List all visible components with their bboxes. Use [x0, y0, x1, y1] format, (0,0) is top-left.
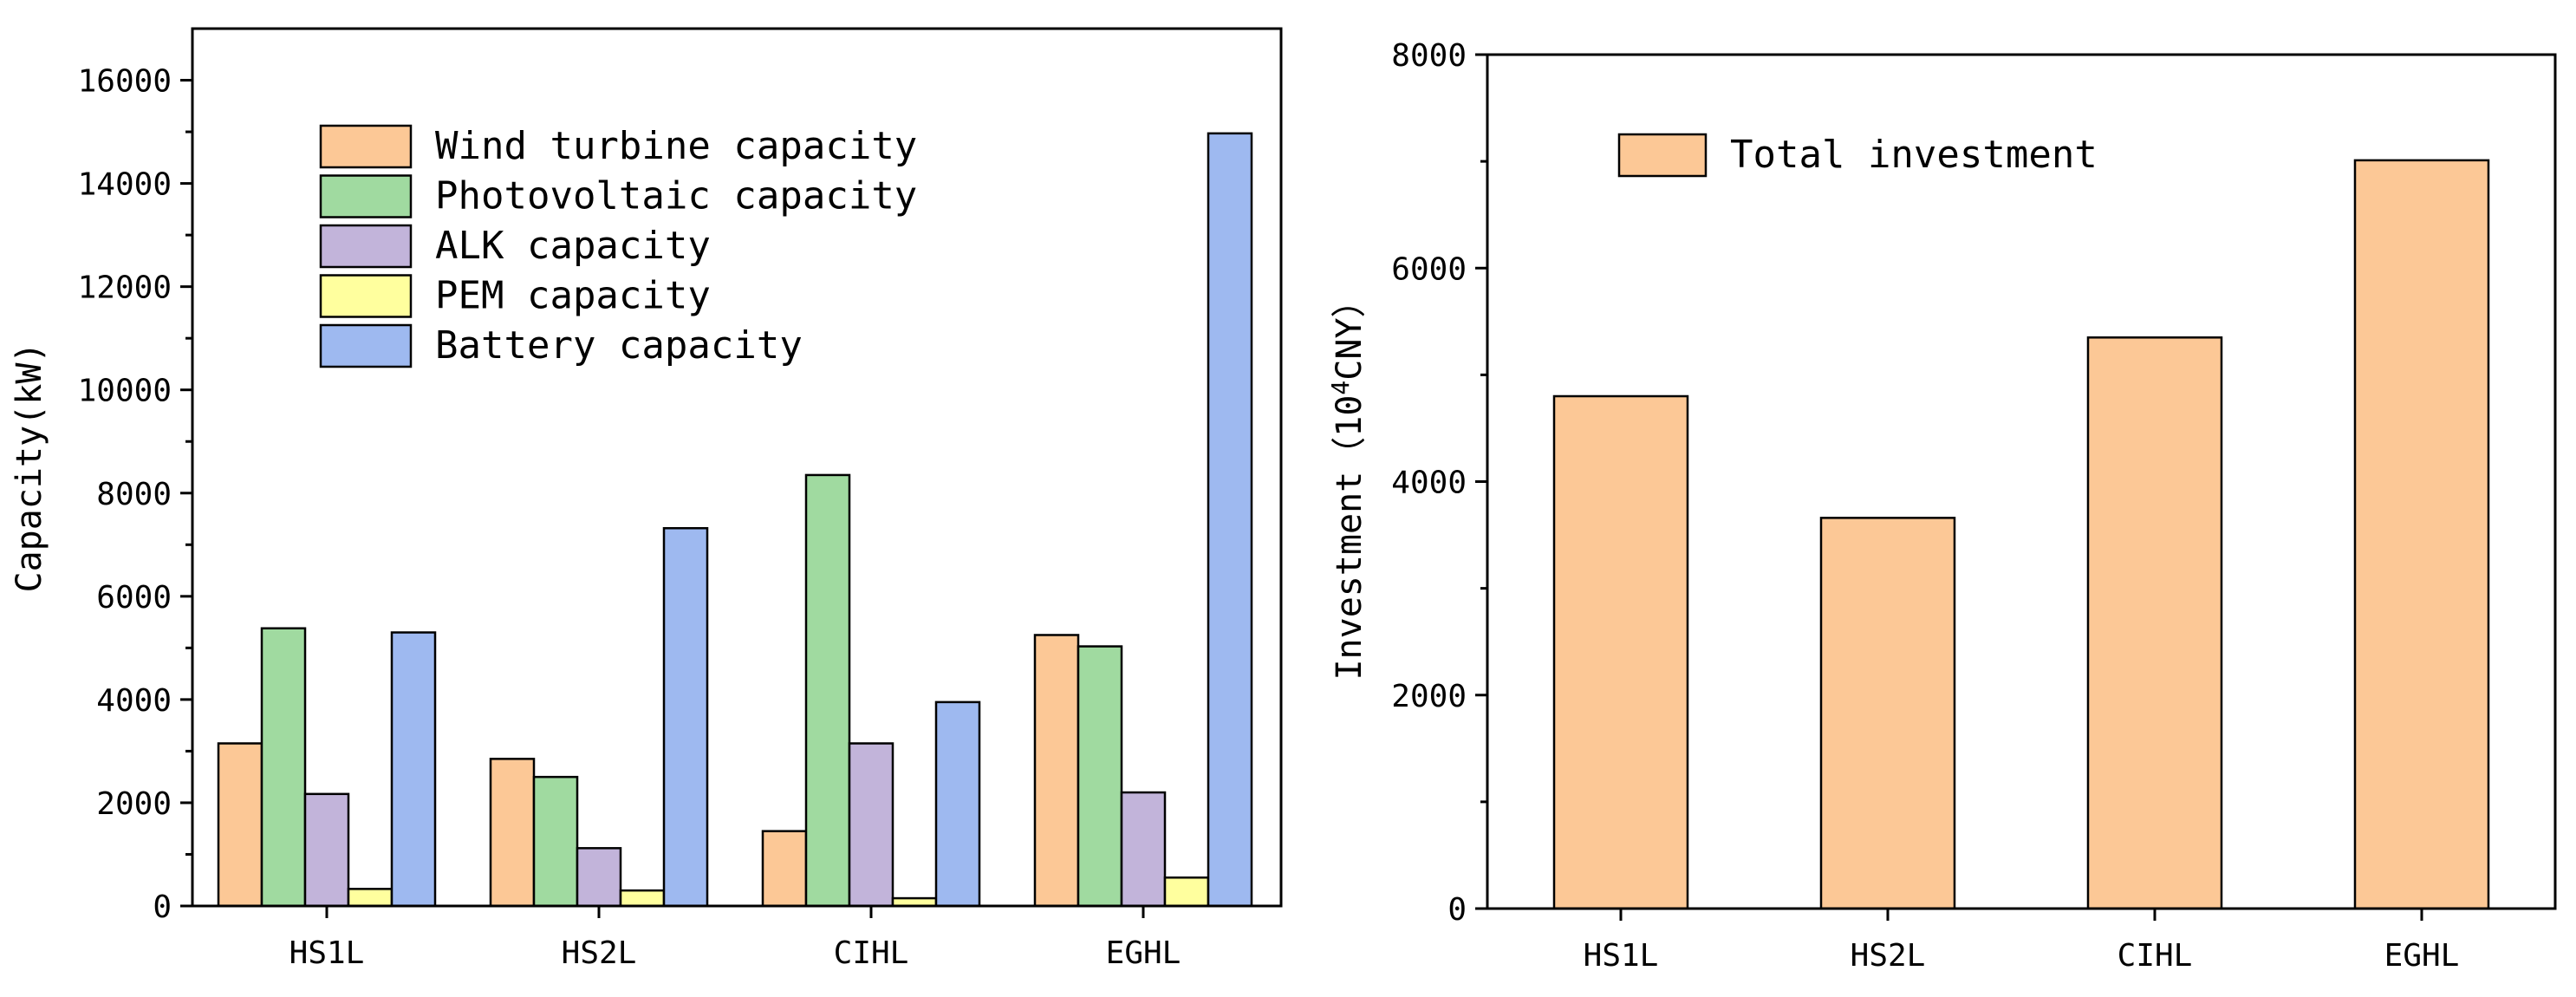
bar-hs1l-2 — [260, 627, 307, 908]
x-tick-label: EGHL — [1106, 935, 1181, 971]
x-tick-label: HS2L — [562, 935, 637, 971]
bar-eghl-4 — [1163, 876, 1210, 908]
y-axis-title: Investment（104CNY） — [1326, 283, 1369, 680]
y-tick-label: 2000 — [96, 786, 172, 822]
bar-eghl-3 — [1120, 791, 1167, 908]
y-tick-label: 12000 — [78, 270, 172, 306]
bar-hs1l-1 — [1552, 394, 1689, 910]
bar-hs1l-1 — [217, 742, 263, 908]
y-axis-title-main: Investment（10 — [1330, 395, 1369, 681]
investment-chart: HS1L HS2L CIHL EGHL 0 2000 4000 6000 8000 Investm… — [1326, 38, 2557, 974]
y-axis-title: Capacity(kW) — [10, 342, 49, 593]
y-axis-title-unit: CNY） — [1330, 283, 1369, 380]
bar-eghl-1 — [2353, 159, 2490, 910]
bar-cihl-1 — [761, 830, 808, 908]
x-tick-label: CIHL — [834, 935, 909, 971]
bar-eghl-5 — [1207, 132, 1253, 908]
y-tick-label: 6000 — [1391, 251, 1467, 287]
y-tick-label: 6000 — [96, 580, 172, 616]
bar-eghl-2 — [1077, 645, 1123, 908]
bar-hs2l-3 — [576, 847, 622, 908]
x-tick-label: EGHL — [2384, 938, 2460, 974]
legend-label: ALK capacity — [435, 224, 711, 268]
y-tick-label: 0 — [153, 889, 172, 925]
x-tick-label: HS1L — [1584, 938, 1659, 974]
legend-swatch — [319, 174, 413, 218]
bar-hs1l-5 — [390, 631, 437, 908]
bar-hs1l-3 — [303, 792, 350, 908]
y-tick-label: 4000 — [1391, 466, 1467, 501]
legend-swatch — [319, 224, 413, 269]
bar-hs2l-4 — [619, 889, 666, 908]
legend-label: PEM capacity — [435, 274, 711, 318]
x-tick-label: HS2L — [1851, 938, 1926, 974]
y-tick-label: 10000 — [78, 374, 172, 409]
legend-label: Wind turbine capacity — [435, 124, 917, 168]
bar-cihl-2 — [804, 473, 851, 908]
bar-hs2l-2 — [532, 775, 579, 908]
plot-frame — [191, 27, 1283, 908]
bar-hs1l-4 — [347, 888, 394, 908]
bar-hs2l-1 — [489, 758, 536, 908]
legend-label: Battery capacity — [435, 323, 803, 368]
legend-swatch — [319, 323, 413, 368]
bar-cihl-3 — [848, 742, 894, 908]
legend-swatch — [319, 274, 413, 318]
y-tick-label: 0 — [1447, 892, 1467, 928]
legend-swatch — [1617, 133, 1708, 178]
y-tick-label: 14000 — [78, 167, 172, 203]
y-tick-label: 8000 — [1391, 38, 1467, 74]
legend-swatch — [319, 124, 413, 169]
y-tick-label: 2000 — [1391, 679, 1467, 714]
legend-label: Photovoltaic capacity — [435, 174, 917, 218]
bar-eghl-1 — [1033, 634, 1080, 908]
x-tick-label: CIHL — [2117, 938, 2193, 974]
x-tick-label: HS1L — [289, 935, 365, 971]
y-tick-label: 4000 — [96, 683, 172, 719]
legend-label: Total investment — [1730, 133, 2098, 177]
y-tick-label: 8000 — [96, 477, 172, 512]
y-axis-title-superscript: 4 — [1326, 381, 1355, 395]
bar-hs2l-5 — [662, 526, 709, 908]
y-tick-label: 16000 — [78, 64, 172, 100]
bar-cihl-1 — [2086, 336, 2223, 910]
bar-hs2l-1 — [1819, 517, 1956, 910]
bar-cihl-5 — [934, 701, 981, 908]
capacity-chart: HS1L HS2L CIHL EGHL 0 2000 4000 6000 8000 10000 12… — [10, 27, 1283, 971]
